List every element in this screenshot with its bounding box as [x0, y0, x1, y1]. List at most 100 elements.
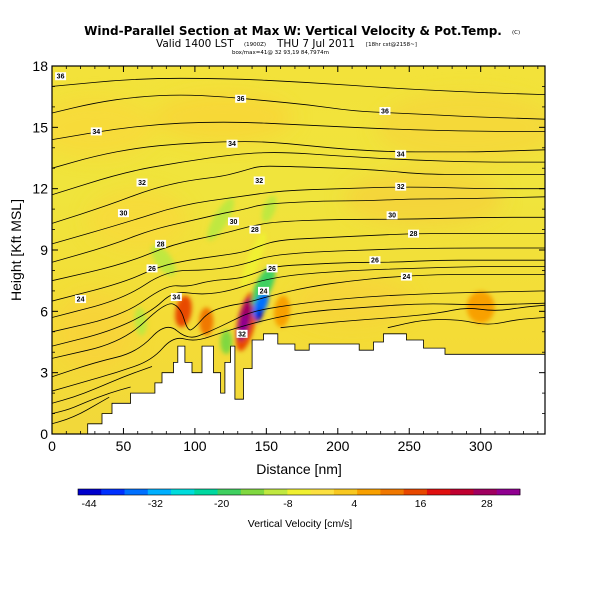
- contour-label-bg-6: [136, 178, 148, 187]
- contour-label-bg-0: [55, 72, 67, 81]
- subtitle-date: THU 7 Jul 2011: [276, 38, 355, 50]
- theta-contour-minor-15: [52, 302, 545, 392]
- colorbar-swatch-0: [78, 489, 102, 495]
- contour-label-bg-2: [379, 106, 391, 115]
- theta-contour-minor-16: [52, 366, 153, 404]
- contour-label-11: 30: [388, 213, 396, 220]
- contour-label-bg-19: [400, 272, 412, 281]
- velocity-cell-15: [466, 291, 495, 324]
- contour-label-10: 30: [230, 219, 238, 226]
- contour-label-12: 28: [157, 241, 165, 248]
- theta-contour-minor-9: [52, 152, 545, 196]
- title-mark: (C): [512, 30, 520, 36]
- subtitle-run: [18hr cst@2158~]: [366, 42, 417, 48]
- y-tick-label-3: 3: [40, 365, 48, 381]
- contour-label-3: 34: [92, 129, 100, 136]
- velocity-cell-14: [273, 295, 291, 328]
- colorbar-tick--32: -32: [148, 498, 163, 510]
- velocity-cell-2: [175, 295, 192, 328]
- contour-label-bg-8: [395, 182, 407, 191]
- colorbar-frame: [77, 488, 521, 496]
- velocity-cell-11: [252, 292, 269, 319]
- contour-label-bg-11: [386, 211, 398, 220]
- velocity-cell-3: [207, 198, 235, 241]
- contour-label-bg-3: [90, 127, 102, 136]
- colorbar-swatch-3: [147, 489, 172, 495]
- contour-label-bg-10: [227, 217, 239, 226]
- y-tick-label-12: 12: [32, 181, 48, 197]
- contour-label-13: 28: [251, 227, 259, 234]
- colorbar-swatch-18: [496, 489, 521, 495]
- contour-label-22: 32: [238, 331, 246, 338]
- theta-contour-minor-7: [52, 77, 545, 95]
- x-tick-label-250: 250: [398, 438, 422, 454]
- colorbar-tick-4: 4: [351, 498, 357, 510]
- contour-label-1: 36: [237, 96, 245, 103]
- contour-label-bg-4: [226, 139, 238, 148]
- contour-label-20: 24: [260, 288, 268, 295]
- x-tick-label-200: 200: [326, 438, 350, 454]
- colorbar-tick--8: -8: [283, 498, 292, 510]
- colorbar-swatch-13: [380, 489, 405, 495]
- theta-contour-minor-18: [52, 396, 110, 425]
- colorbar-swatch-17: [473, 489, 498, 495]
- y-tick-label-15: 15: [32, 119, 48, 135]
- theta-contour-minor-17: [52, 386, 131, 414]
- colorbar-tick--20: -20: [214, 498, 229, 510]
- y-tick-label-18: 18: [32, 58, 48, 74]
- theta-contour-minor-11: [52, 216, 545, 282]
- theta-contour-32-4: [52, 165, 545, 224]
- contour-label-bg-15: [146, 264, 158, 273]
- contour-label-bg-12: [155, 239, 167, 248]
- colorbar-swatch-15: [426, 489, 451, 495]
- colorbar-swatch-5: [194, 489, 218, 495]
- contour-label-19: 24: [402, 274, 410, 281]
- velocity-cell-13: [261, 195, 277, 223]
- velocity-cell-10: [251, 266, 276, 308]
- subtitle-valid: Valid 1400 LST: [156, 38, 234, 50]
- contour-label-18: 24: [77, 297, 85, 304]
- contour-label-bg-14: [408, 229, 420, 238]
- colorbar-swatch-9: [287, 489, 312, 495]
- bg-patch-2: [376, 92, 545, 163]
- velocity-cell-4: [199, 307, 214, 336]
- contour-label-0: 36: [57, 74, 65, 81]
- colorbar-swatch-12: [357, 489, 381, 495]
- y-tick-label-6: 6: [40, 303, 48, 319]
- theta-contour-30-3: [52, 196, 545, 263]
- colorbar-swatch-4: [171, 489, 195, 495]
- contour-label-bg-21: [170, 293, 182, 302]
- contour-label-15: 26: [148, 266, 156, 273]
- colorbar-swatch-16: [450, 489, 474, 495]
- y-axis-label: Height [Kft MSL]: [8, 199, 24, 301]
- theta-contour-minor-19: [280, 304, 545, 329]
- contour-label-bg-7: [253, 176, 265, 185]
- contour-label-bg-20: [257, 286, 269, 295]
- contour-label-bg-18: [75, 295, 87, 304]
- colorbar-swatch-8: [264, 489, 288, 495]
- theta-contour-28-2: [52, 233, 545, 302]
- bg-patch-1: [153, 92, 294, 143]
- y-tick-label-9: 9: [40, 242, 48, 258]
- chart-title: Wind-Parallel Section at Max W: Vertical…: [84, 24, 502, 38]
- contour-label-7: 32: [255, 178, 263, 185]
- colorbar-label: Vertical Velocity [cm/s]: [248, 518, 353, 530]
- x-tick-label-300: 300: [469, 438, 493, 454]
- theta-contour-minor-20: [387, 317, 545, 329]
- contour-label-bg-17: [369, 256, 381, 265]
- x-tick-label-0: 0: [48, 438, 56, 454]
- subtitle-box-max: box/max=41@ 32 93,19 84,7974m: [232, 50, 329, 56]
- contour-label-bg-16: [266, 264, 278, 273]
- y-tick-label-0: 0: [40, 426, 48, 442]
- contour-label-2: 36: [381, 108, 389, 115]
- theta-contour-minor-10: [52, 186, 545, 245]
- colorbar-swatch-6: [217, 489, 242, 495]
- velocity-cell-5: [220, 330, 233, 354]
- contour-label-8: 32: [397, 184, 405, 191]
- colorbar-swatch-2: [124, 489, 149, 495]
- theta-contour-26-1: [52, 259, 545, 333]
- bg-patch-6: [292, 276, 413, 327]
- colorbar-swatch-11: [333, 489, 358, 495]
- contour-label-bg-9: [117, 209, 129, 218]
